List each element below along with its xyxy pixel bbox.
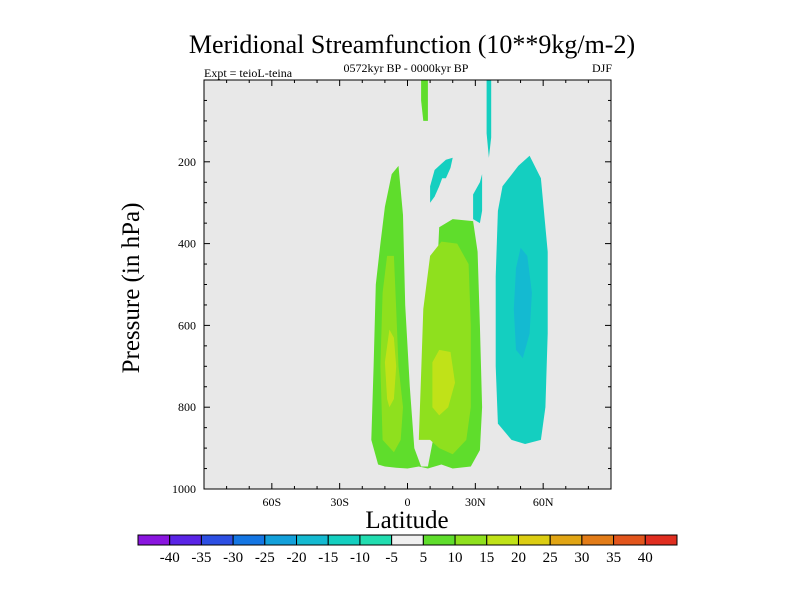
contour-region-eq-cell-10to15 bbox=[418, 241, 471, 455]
y-tick-label: 1000 bbox=[172, 482, 196, 496]
colorbar-swatch bbox=[137, 534, 171, 546]
chart-title: Meridional Streamfunction (10**9kg/m-2) bbox=[189, 30, 635, 59]
colorbar-swatch bbox=[327, 534, 361, 546]
colorbar-label: 30 bbox=[574, 550, 589, 566]
colorbar-label: -5 bbox=[385, 550, 398, 566]
y-tick-label: 200 bbox=[178, 155, 196, 169]
colorbar-label: -20 bbox=[287, 550, 307, 566]
contour-region-upper-cell-a bbox=[430, 163, 444, 203]
experiment-label: Expt = teioL-teina bbox=[204, 66, 293, 80]
colorbar-swatch bbox=[169, 534, 202, 546]
colorbar-swatch bbox=[454, 534, 488, 546]
season-label: DJF bbox=[592, 61, 612, 75]
colorbar-swatch bbox=[486, 534, 519, 546]
colorbar-swatch bbox=[517, 534, 551, 546]
colorbar-label: -30 bbox=[223, 550, 243, 566]
colorbar-label: -40 bbox=[160, 550, 180, 566]
x-tick-label: 30S bbox=[330, 495, 349, 509]
x-tick-label: 0 bbox=[405, 495, 411, 509]
colorbar-swatch bbox=[549, 534, 583, 546]
colorbar-label: 40 bbox=[638, 550, 653, 566]
contour-region-upper-streak-green bbox=[421, 80, 428, 121]
contour-region-upper-streak-cyan-2 bbox=[473, 174, 483, 224]
period-label: 0572kyr BP - 0000kyr BP bbox=[344, 61, 469, 75]
text-layer: Meridional Streamfunction (10**9kg/m-2) … bbox=[118, 30, 635, 534]
colorbar-label: -15 bbox=[318, 550, 338, 566]
colorbar-label: -10 bbox=[350, 550, 370, 566]
contour-region-upper-streak-cyan bbox=[486, 80, 492, 158]
colorbar-label: -25 bbox=[255, 550, 275, 566]
y-tick-label: 800 bbox=[178, 400, 196, 414]
y-tick-label: 600 bbox=[178, 318, 196, 332]
colorbar-label: 10 bbox=[448, 550, 463, 566]
plot-layer bbox=[204, 80, 611, 489]
colorbar-swatch bbox=[264, 534, 298, 546]
contour-region-sh-cell-15to20 bbox=[384, 329, 397, 408]
colorbar-swatch bbox=[232, 534, 266, 546]
axis-layer: 200 400 600 800 1000 60S 30S 0 30N 60N bbox=[172, 79, 612, 509]
colorbar-label: 5 bbox=[420, 550, 428, 566]
colorbar-label: 25 bbox=[543, 550, 558, 566]
colorbar-swatch bbox=[644, 534, 678, 546]
x-tick-label: 60N bbox=[533, 495, 554, 509]
contour-region-upper-cell-b bbox=[441, 157, 453, 179]
colorbar-label: 15 bbox=[479, 550, 494, 566]
colorbar-label: -35 bbox=[191, 550, 211, 566]
contour-region-nh-cell-minus10to-15 bbox=[513, 247, 532, 359]
colorbar-swatch bbox=[391, 534, 424, 546]
x-tick-label: 60S bbox=[262, 495, 281, 509]
x-axis-label: Latitude bbox=[365, 507, 448, 534]
colorbar-swatch bbox=[581, 534, 615, 546]
x-tick-label: 30N bbox=[465, 495, 486, 509]
colorbar-swatch bbox=[359, 534, 393, 546]
colorbar-swatch bbox=[296, 534, 329, 546]
y-axis-label: Pressure (in hPa) bbox=[118, 203, 145, 374]
colorbar: -40 -35 -30 -25 -20 -15 -10 -5 5 10 15 20 25 30 35 40 bbox=[137, 534, 678, 566]
contour-region-eq-cell-15to20 bbox=[432, 349, 455, 416]
colorbar-swatch bbox=[613, 534, 646, 546]
y-tick-label: 400 bbox=[178, 237, 196, 251]
colorbar-label: 20 bbox=[511, 550, 526, 566]
colorbar-swatch bbox=[422, 534, 456, 546]
colorbar-swatch bbox=[200, 534, 234, 546]
colorbar-label: 35 bbox=[606, 550, 621, 566]
